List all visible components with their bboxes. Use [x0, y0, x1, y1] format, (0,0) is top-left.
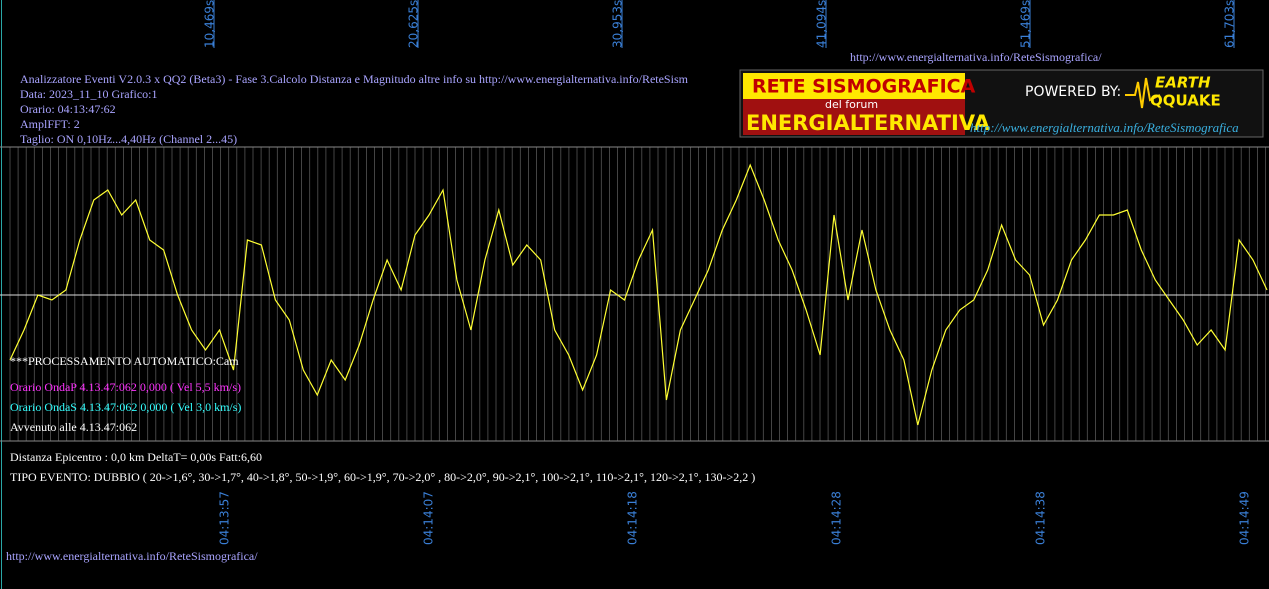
logo-wave — [1125, 77, 1161, 109]
logo-powered: POWERED BY: — [1025, 84, 1121, 100]
top-axis-label: 30,953s — [611, 0, 625, 48]
logo-title: RETE SISMOGRAFICA — [752, 76, 976, 98]
url-footer: http://www.energialternativa.info/ReteSi… — [6, 549, 258, 563]
top-axis-label: 10,469s — [203, 0, 217, 48]
bottom-axis-label: 04:13:57 — [218, 491, 232, 545]
header-line: AmplFFT: 2 — [20, 117, 80, 131]
bottom-axis-label: 04:14:18 — [626, 491, 640, 545]
onda-s: Orario OndaS 4.13.47:062 0,000 ( Vel 3,0… — [10, 400, 241, 414]
avvenuto: Avvenuto alle 4.13.47:062 — [10, 420, 137, 434]
top-axis-label: 61,703s — [1223, 0, 1237, 48]
top-axis-label: 20,625s — [407, 0, 421, 48]
logo-subtitle: del forum — [825, 98, 878, 111]
tipo-evento: TIPO EVENTO: DUBBIO ( 20->1,6°, 30->1,7°… — [10, 470, 755, 484]
logo-band — [743, 73, 965, 99]
onda-p: Orario OndaP 4.13.47:062 0,000 ( Vel 5,5… — [10, 380, 241, 394]
logo: RETE SISMOGRAFICA del forum ENERGIALTERN… — [739, 69, 1264, 138]
bottom-axis-label: 04:14:28 — [830, 491, 844, 545]
header-line: Taglio: ON 0,10Hz...4,40Hz (Channel 2...… — [20, 132, 237, 146]
grid — [9, 147, 1266, 441]
logo-url: http://www.energialternativa.info/ReteSi… — [970, 120, 1239, 135]
header-line: Orario: 04:13:47:62 — [20, 102, 116, 116]
logo-band — [743, 99, 965, 135]
plot — [9, 163, 1268, 426]
url-top: http://www.energialternativa.info/ReteSi… — [850, 50, 1102, 64]
bottom-axis-label: 04:14:49 — [1238, 491, 1252, 545]
header-line: Data: 2023_11_10 Grafico:1 — [20, 87, 158, 101]
top-axis-label: 41,094s — [815, 0, 829, 48]
waveform — [9, 163, 1268, 426]
logo-brand: QQUAKE — [1150, 92, 1221, 110]
distanza: Distanza Epicentro : 0,0 km DeltaT= 0,00… — [10, 450, 262, 464]
top-axis-label: 51,469s — [1019, 0, 1033, 48]
processing: ***PROCESSAMENTO AUTOMATICO:Cam — [10, 354, 239, 368]
header-line: Analizzatore Eventi V2.0.3 x QQ2 (Beta3)… — [20, 72, 689, 86]
bottom-axis-label: 04:14:07 — [422, 491, 436, 545]
bottom-axis-label: 04:14:38 — [1034, 491, 1048, 545]
logo-brand: EARTH — [1155, 74, 1211, 92]
logo-name: ENERGIALTERNATIVA — [746, 111, 991, 135]
